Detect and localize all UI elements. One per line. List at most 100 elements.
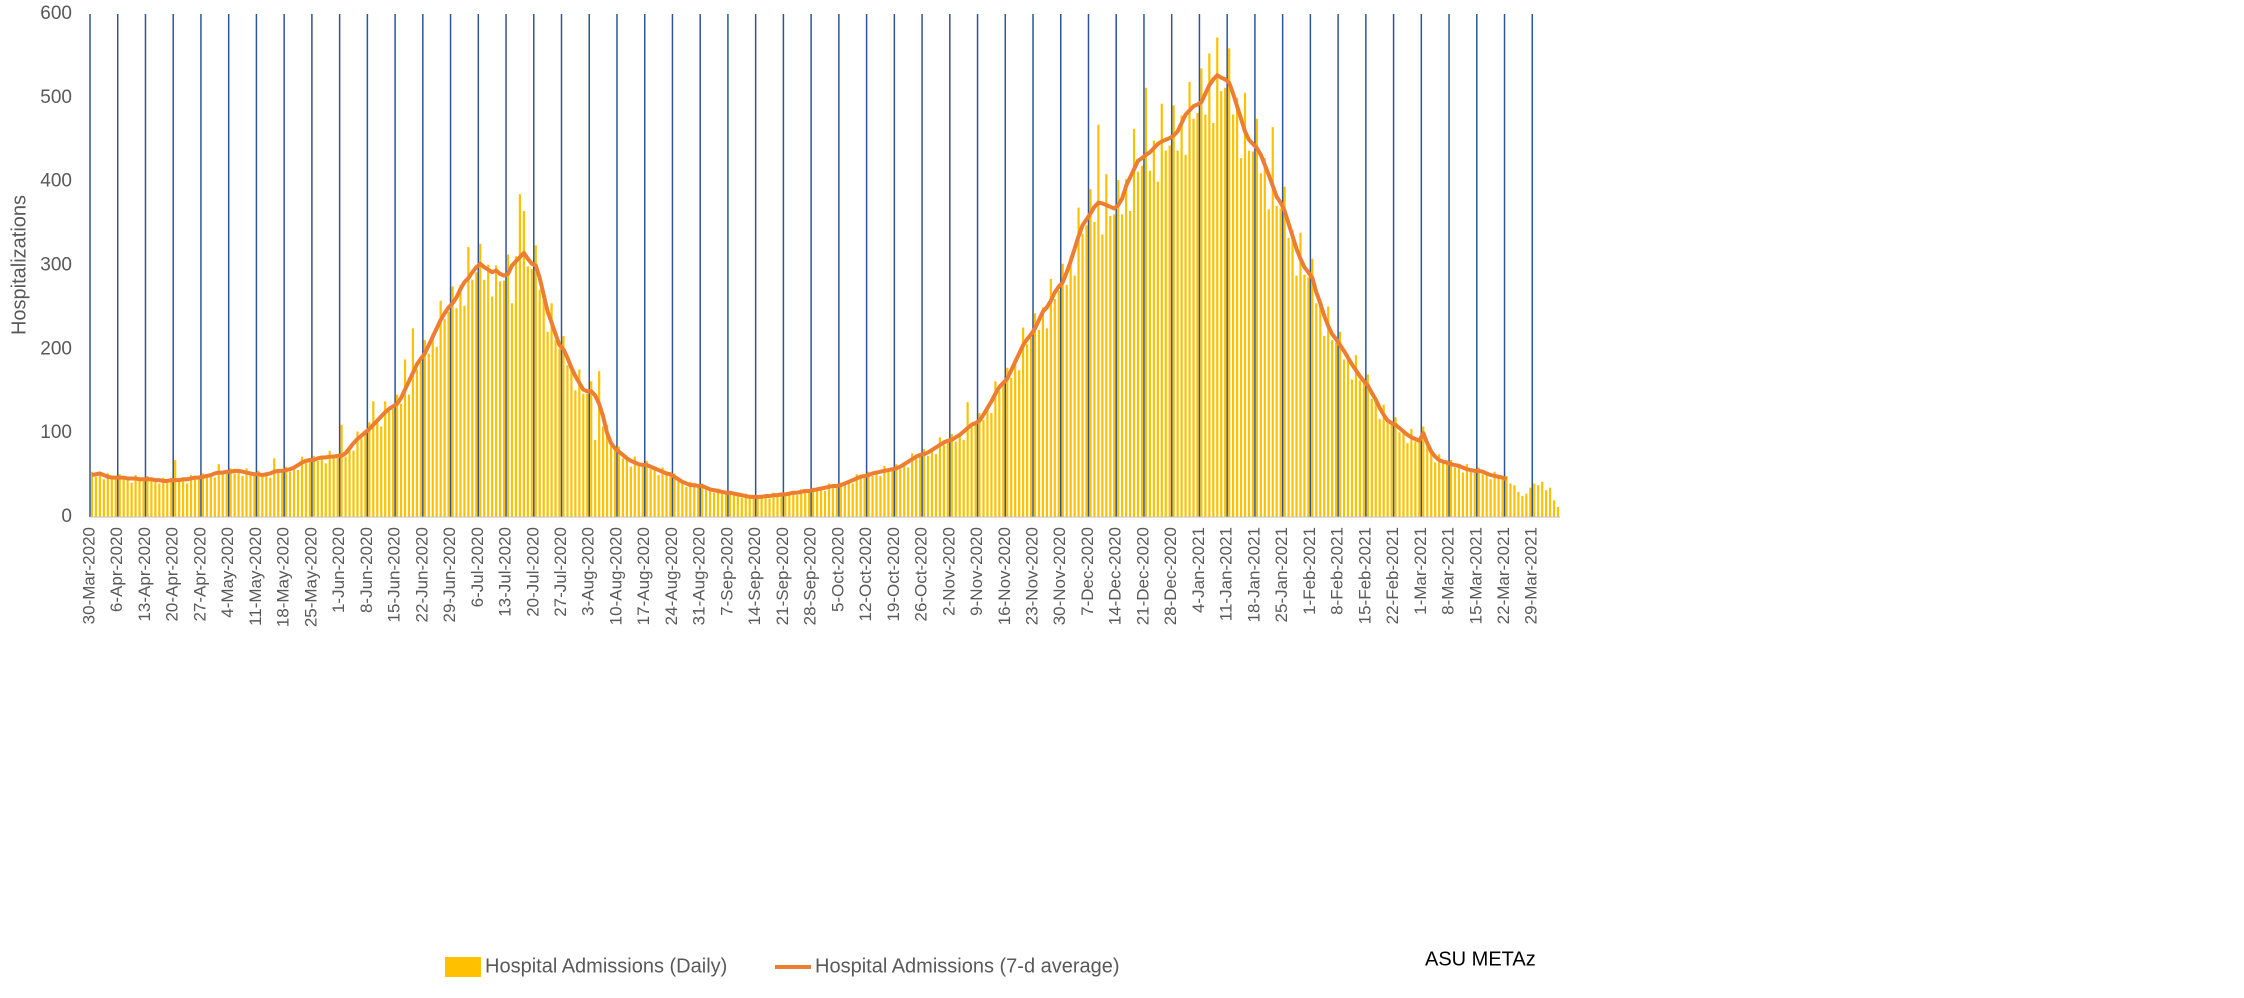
bar — [534, 245, 537, 517]
bar — [629, 466, 632, 517]
bar — [1548, 487, 1552, 517]
bar — [384, 401, 387, 517]
bar — [1014, 358, 1017, 517]
bar — [1275, 205, 1278, 517]
bar — [562, 335, 565, 517]
bar — [237, 470, 240, 517]
bar — [1517, 491, 1520, 517]
bar — [1010, 377, 1013, 517]
line — [91, 73, 1508, 499]
bar — [863, 476, 866, 517]
bar — [1160, 103, 1163, 518]
bar — [693, 485, 696, 517]
bar — [1378, 418, 1381, 517]
x-tick-label: 11-May-2020 — [246, 527, 265, 626]
bar — [158, 483, 161, 517]
bar — [1196, 112, 1199, 517]
bar — [582, 393, 585, 517]
bar — [399, 403, 403, 517]
bar — [550, 303, 553, 517]
bar — [613, 449, 617, 517]
bar — [708, 488, 712, 517]
bar — [1069, 256, 1072, 517]
bar — [800, 489, 803, 517]
bar — [110, 478, 113, 517]
bar — [867, 471, 870, 517]
bar — [90, 471, 94, 517]
bar — [253, 475, 256, 517]
bar — [118, 474, 121, 517]
bar — [94, 476, 98, 517]
bar — [1342, 359, 1346, 517]
x-tick-label: 13-Jul-2020 — [496, 527, 515, 617]
bar — [1291, 230, 1294, 518]
bar — [1402, 429, 1405, 517]
bar — [661, 467, 664, 517]
bar — [1465, 464, 1468, 517]
bar — [395, 394, 399, 517]
bar — [843, 485, 846, 517]
bar — [1018, 370, 1021, 517]
bar — [887, 471, 890, 517]
bar — [1263, 158, 1266, 517]
bar — [273, 458, 276, 517]
x-tick-label: 4-May-2020 — [218, 527, 237, 618]
bar — [938, 437, 942, 517]
bar — [265, 473, 268, 517]
bar — [649, 469, 652, 517]
legend-label: Hospital Admissions (Daily) — [485, 955, 727, 977]
bar — [1335, 342, 1338, 517]
bar — [1002, 385, 1005, 517]
bar — [736, 493, 739, 517]
bar — [415, 369, 418, 517]
bar — [360, 438, 363, 517]
x-tick-label: 12-Oct-2020 — [856, 527, 875, 622]
bar — [1418, 442, 1421, 517]
x-tick-label: 4-Jan-2021 — [1189, 527, 1208, 613]
bar — [1259, 173, 1262, 518]
x-tick-label: 14-Sep-2020 — [745, 527, 764, 625]
bar — [1394, 417, 1397, 517]
x-tick-label: 31-Aug-2020 — [690, 527, 709, 625]
bar — [435, 346, 438, 517]
bar — [506, 254, 510, 517]
bar — [312, 455, 315, 517]
bar — [1239, 158, 1243, 517]
x-tick-label: 29-Mar-2021 — [1522, 527, 1541, 624]
bar — [245, 468, 248, 517]
bar — [641, 465, 644, 517]
bar — [427, 353, 430, 517]
bar — [300, 456, 304, 517]
bar — [982, 419, 985, 517]
legend: Hospital Admissions (Daily) Hospital Admi… — [445, 955, 1120, 977]
bar — [812, 487, 815, 517]
bar — [760, 497, 763, 517]
bar — [344, 456, 347, 517]
bar — [269, 477, 272, 517]
bar — [487, 264, 490, 517]
bar — [1461, 472, 1465, 517]
bar — [372, 401, 375, 517]
bar — [1247, 150, 1251, 518]
bar — [1184, 154, 1187, 517]
bar — [1049, 278, 1052, 517]
bar — [808, 491, 811, 517]
x-tick-label: 23-Nov-2020 — [1023, 527, 1042, 625]
bar — [542, 290, 545, 517]
bar — [899, 469, 902, 517]
bar — [1267, 209, 1270, 517]
x-tick-label: 2-Nov-2020 — [939, 527, 958, 616]
x-tick-label: 15-Jun-2020 — [385, 527, 404, 622]
x-tick-label: 17-Aug-2020 — [634, 527, 653, 625]
x-tick-label: 5-Oct-2020 — [828, 527, 847, 612]
bar — [122, 479, 125, 517]
bar — [586, 393, 589, 517]
bar — [1172, 105, 1175, 518]
bar — [796, 495, 799, 517]
legend-label: Hospital Admissions (7-d average) — [815, 955, 1120, 977]
bar — [1533, 483, 1536, 517]
bar — [1152, 140, 1155, 518]
bar — [1220, 91, 1223, 518]
bar — [1057, 290, 1060, 517]
bar — [1113, 214, 1116, 517]
